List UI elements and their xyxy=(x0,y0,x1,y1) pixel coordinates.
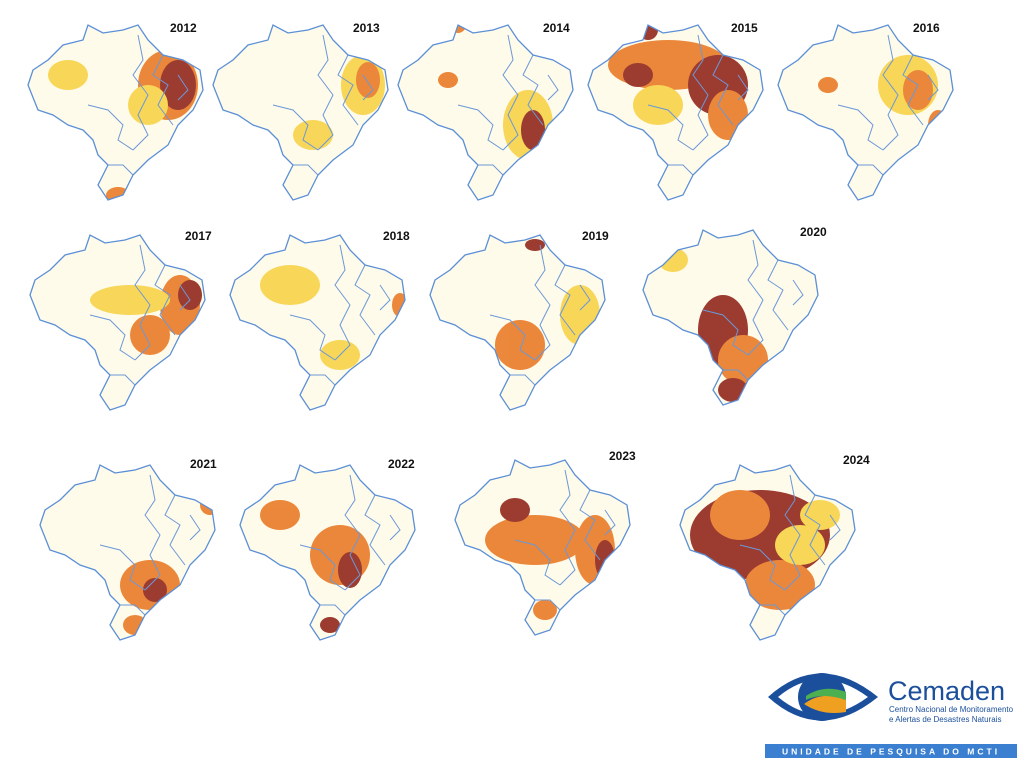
drought-area xyxy=(485,515,585,565)
drought-layer xyxy=(90,275,202,355)
year-label: 2018 xyxy=(383,229,410,243)
map-panel: 2020 xyxy=(642,225,827,406)
drought-area xyxy=(658,248,688,272)
drought-area xyxy=(623,63,653,87)
drought-area xyxy=(710,490,770,540)
drought-layer xyxy=(260,500,370,633)
drought-area xyxy=(260,500,300,530)
map-panel: 2012 xyxy=(27,21,204,201)
drought-layer xyxy=(293,55,385,150)
drought-area xyxy=(500,498,530,522)
drought-area xyxy=(638,25,658,40)
year-label: 2016 xyxy=(913,21,940,35)
drought-area xyxy=(438,72,458,88)
year-label: 2021 xyxy=(190,457,217,471)
drought-area xyxy=(320,617,340,633)
year-label: 2012 xyxy=(170,21,197,35)
map-panel: 2017 xyxy=(29,229,212,411)
drought-area xyxy=(260,265,320,305)
drought-area xyxy=(800,500,840,530)
drought-area xyxy=(745,560,815,610)
map-panel: 2018 xyxy=(229,229,410,411)
map-panel: 2019 xyxy=(429,229,609,411)
drought-area xyxy=(90,285,170,315)
year-label: 2023 xyxy=(609,449,636,463)
drought-area xyxy=(708,90,748,140)
map-panel: 2016 xyxy=(777,21,954,201)
map-panel: 2022 xyxy=(239,457,416,641)
drought-area xyxy=(533,600,557,620)
map-panel: 2015 xyxy=(587,21,764,201)
map-grid: 2012 2013 2014 2015 2016 2017 2018 2019 2020 2021… xyxy=(27,21,954,641)
year-label: 2017 xyxy=(185,229,212,243)
map-panel: 2014 xyxy=(397,21,574,201)
year-label: 2019 xyxy=(582,229,609,243)
drought-area xyxy=(338,552,362,588)
drought-layer xyxy=(485,498,615,620)
logo-line2: e Alertas de Desastres Naturais xyxy=(889,715,1002,724)
country-fill xyxy=(40,465,215,640)
year-label: 2013 xyxy=(353,21,380,35)
year-label: 2015 xyxy=(731,21,758,35)
drought-area xyxy=(495,320,545,370)
country-fill xyxy=(230,235,405,410)
drought-area xyxy=(128,85,168,125)
drought-area xyxy=(160,60,196,110)
logo-name: Cemaden xyxy=(888,676,1005,706)
drought-layer xyxy=(690,490,840,610)
country-fill xyxy=(778,25,953,200)
cemaden-logo: Cemaden Centro Nacional de Monitoramento… xyxy=(765,673,1017,758)
year-label: 2022 xyxy=(388,457,415,471)
drought-area xyxy=(525,239,545,251)
map-panel: 2021 xyxy=(39,457,217,641)
drought-area xyxy=(178,280,202,310)
drought-area xyxy=(818,77,838,93)
map-panel: 2024 xyxy=(679,453,870,641)
logo-orange xyxy=(804,695,846,713)
logo-green xyxy=(806,688,846,700)
logo-banner-text: UNIDADE DE PESQUISA DO MCTI xyxy=(782,747,1000,757)
drought-area xyxy=(356,62,380,98)
drought-area xyxy=(775,525,825,565)
map-panel: 2023 xyxy=(454,449,636,636)
logo-line1: Centro Nacional de Monitoramento xyxy=(889,705,1014,714)
year-label: 2024 xyxy=(843,453,870,467)
drought-area xyxy=(392,293,405,317)
map-panel: 2013 xyxy=(212,21,389,201)
year-label: 2014 xyxy=(543,21,570,35)
drought-area xyxy=(633,85,683,125)
drought-area xyxy=(48,60,88,90)
drought-area xyxy=(293,120,333,150)
logo-banner xyxy=(765,744,1017,758)
drought-area xyxy=(521,110,545,150)
year-label: 2020 xyxy=(800,225,827,239)
drought-area xyxy=(143,578,167,602)
